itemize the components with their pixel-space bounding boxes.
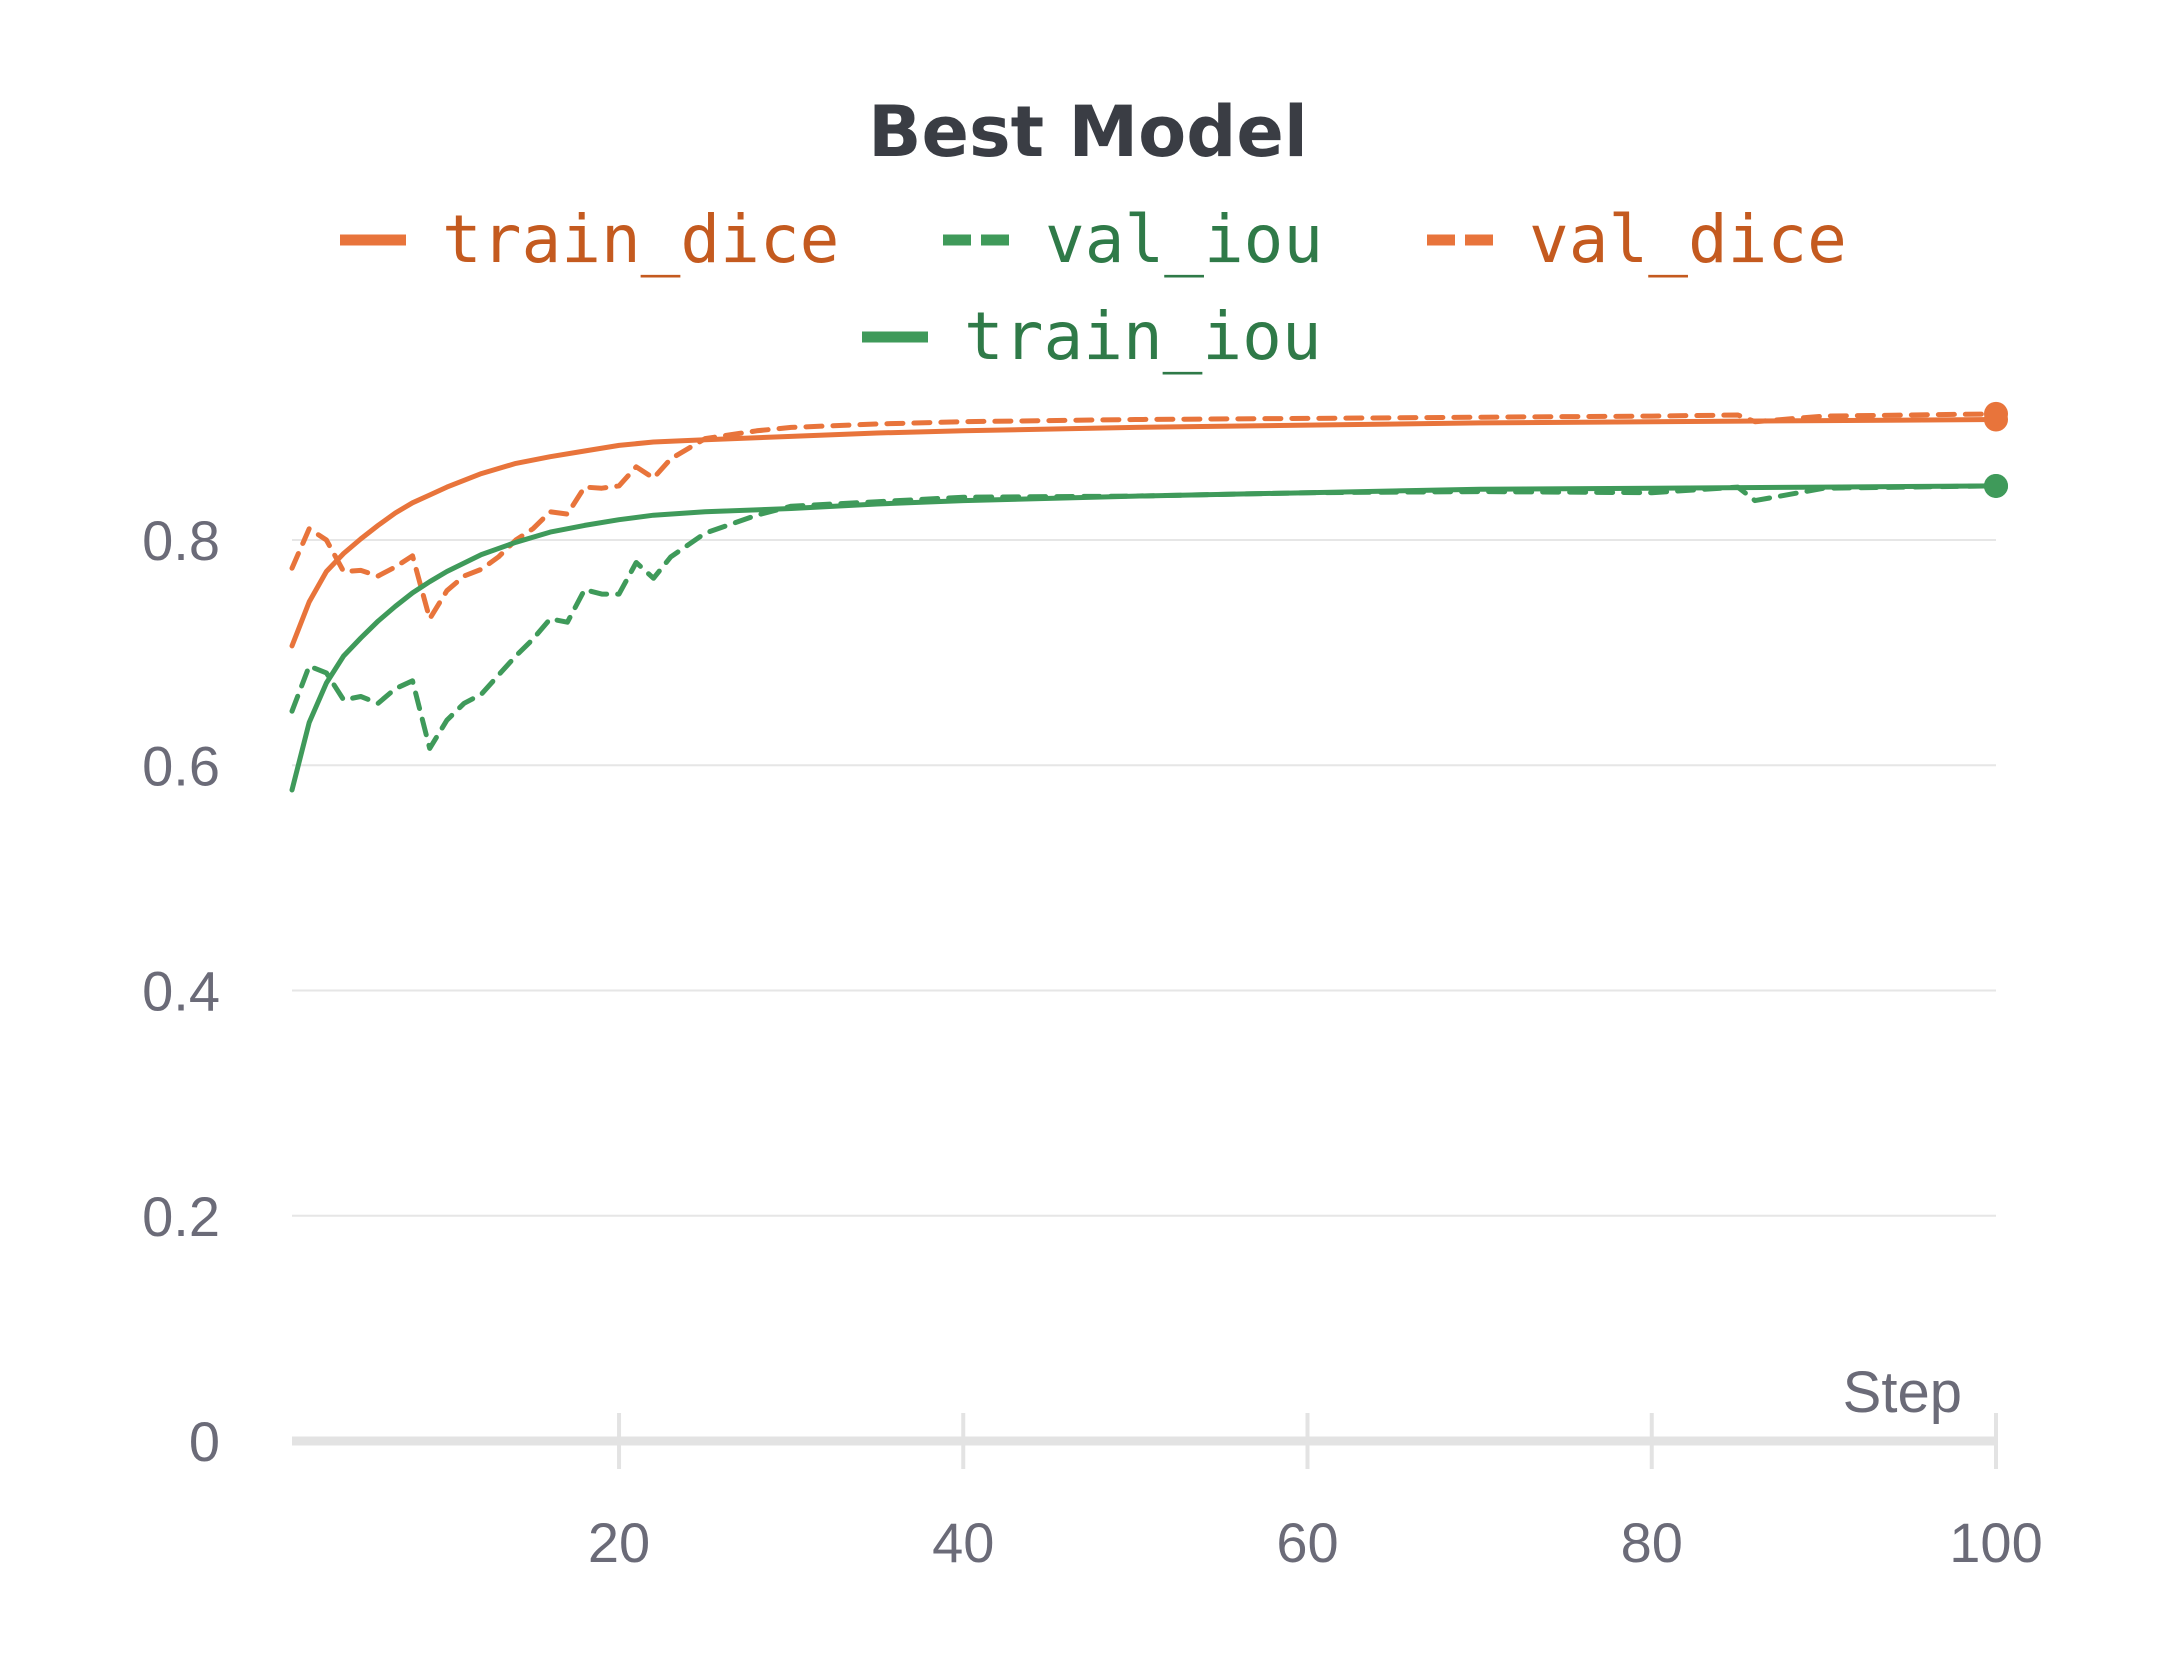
legend[interactable]: train_dice val_iou val_dice train_iou — [340, 201, 1847, 375]
legend-item-train_iou[interactable]: train_iou — [862, 298, 1322, 375]
y-axis: 0 0.2 0.4 0.6 0.8 — [142, 509, 220, 1473]
series-line-train_iou — [289, 483, 1999, 793]
legend-label: train_iou — [964, 298, 1322, 375]
series-line-val_iou — [289, 483, 1999, 751]
x-axis-title: Step — [1843, 1360, 1962, 1425]
grid — [292, 539, 1996, 1217]
chart-title: Best Model — [868, 91, 1308, 173]
y-tick-label: 0.6 — [142, 734, 220, 797]
x-tick-label: 60 — [1276, 1511, 1338, 1574]
y-tick-label: 0.4 — [142, 960, 220, 1023]
x-tick-label: 20 — [588, 1511, 650, 1574]
legend-label: val_dice — [1529, 201, 1847, 278]
x-tick-label: 40 — [932, 1511, 994, 1574]
series-endpoint-train_iou — [1984, 473, 2008, 498]
x-tick-label: 80 — [1621, 1511, 1683, 1574]
legend-item-train_dice[interactable]: train_dice — [340, 201, 839, 278]
plot-area — [289, 401, 2008, 793]
legend-item-val_iou[interactable]: val_iou — [943, 201, 1323, 278]
legend-item-val_dice[interactable]: val_dice — [1427, 201, 1847, 278]
y-tick-label: 0 — [189, 1410, 220, 1473]
legend-label: val_iou — [1045, 201, 1323, 278]
y-tick-label: 0.8 — [142, 509, 220, 572]
x-axis: 20 40 60 80 100 — [292, 1413, 2043, 1574]
y-tick-label: 0.2 — [142, 1185, 220, 1248]
legend-label: train_dice — [442, 201, 839, 278]
series-line-train_dice — [289, 417, 1999, 649]
series-endpoint-val_dice — [1984, 401, 2008, 426]
x-tick-label: 100 — [1949, 1511, 2042, 1574]
series-line-val_dice — [289, 411, 1999, 622]
